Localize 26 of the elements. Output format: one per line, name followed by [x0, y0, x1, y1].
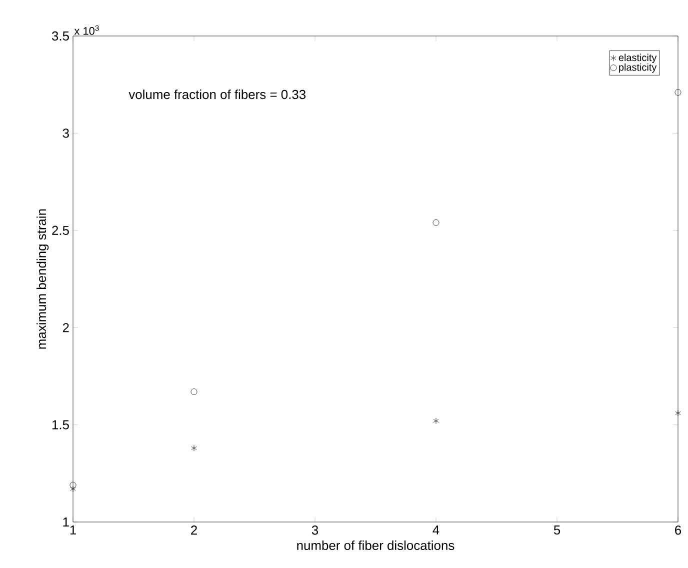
x-tick-label: 1	[70, 526, 76, 534]
point	[432, 219, 440, 226]
y-tick-label: 3.5	[52, 31, 69, 41]
y-tick-label: 1	[63, 518, 69, 526]
x-tick-label: 6	[675, 526, 682, 535]
point	[190, 388, 198, 395]
point	[675, 410, 681, 416]
x-tick-label: 2	[191, 526, 197, 535]
y-tick-label: 2	[62, 323, 69, 332]
point	[70, 486, 76, 492]
x-tick-label: 4	[432, 526, 440, 534]
legend-label: plasticity	[619, 63, 657, 73]
y-tick-label: 2.5	[52, 226, 69, 235]
legend-label: elasticity	[618, 54, 657, 64]
y-axis-title: maximum bending strain	[36, 209, 49, 349]
x-tick-label: 3	[312, 526, 318, 535]
point	[191, 444, 197, 452]
point	[674, 89, 682, 96]
x-axis-title: number of fiber dislocations	[297, 540, 454, 550]
annotation: volume fraction of fibers = 0.33	[128, 90, 306, 100]
text: x 10$^{3}$	[74, 25, 99, 35]
y-tick-label: 3	[62, 128, 69, 138]
x-tick-label: 5	[554, 526, 560, 535]
y-tick-label: 1.5	[52, 420, 69, 430]
point	[70, 482, 76, 488]
point	[433, 418, 439, 424]
